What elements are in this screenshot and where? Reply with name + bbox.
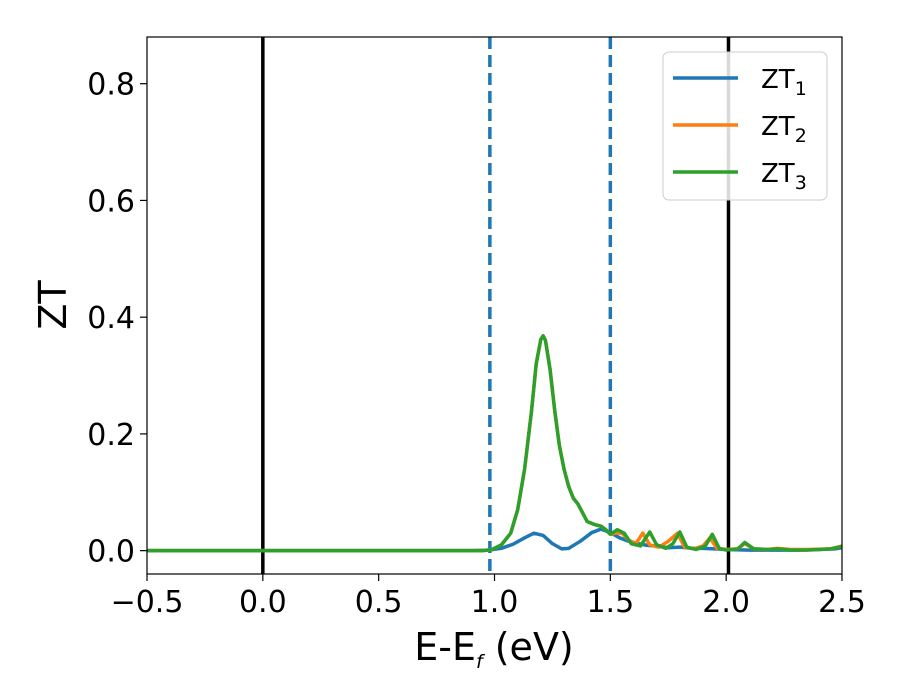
y-axis: 0.0 0.2 0.4 0.6 0.8 [87,68,147,570]
x-tick-label: 0.0 [239,585,287,620]
x-tick-label: −0.5 [111,585,184,620]
y-tick-label: 0.6 [87,184,135,219]
legend-label-1: ZT1 [761,65,807,100]
legend: ZT1 ZT2 ZT3 [662,51,828,201]
x-axis-label-subscript: f [476,651,486,673]
y-tick-label: 0.8 [87,68,135,103]
series-line-1 [147,527,842,553]
x-axis-label: E-Ef (eV) [414,625,574,673]
y-axis-label: ZT [31,280,75,330]
x-axis-label-main: E-E [414,625,476,669]
series-line-3 [147,334,842,553]
y-tick-label: 0.4 [87,301,135,336]
x-tick-label: 0.5 [355,585,403,620]
x-tick-label: 1.5 [586,585,634,620]
series-layer [147,334,842,553]
y-tick-label: 0.0 [87,535,135,570]
y-tick-label: 0.2 [87,418,135,453]
x-tick-label: 2.0 [702,585,750,620]
x-axis: −0.5 0.0 0.5 1.0 1.5 2.0 2.5 [111,574,866,620]
x-axis-label-unit: (eV) [483,625,574,669]
legend-box [662,51,828,201]
legend-label-2: ZT2 [761,112,807,147]
x-tick-label: 1.0 [471,585,519,620]
x-tick-label: 2.5 [818,585,866,620]
legend-label-3: ZT3 [761,159,807,194]
